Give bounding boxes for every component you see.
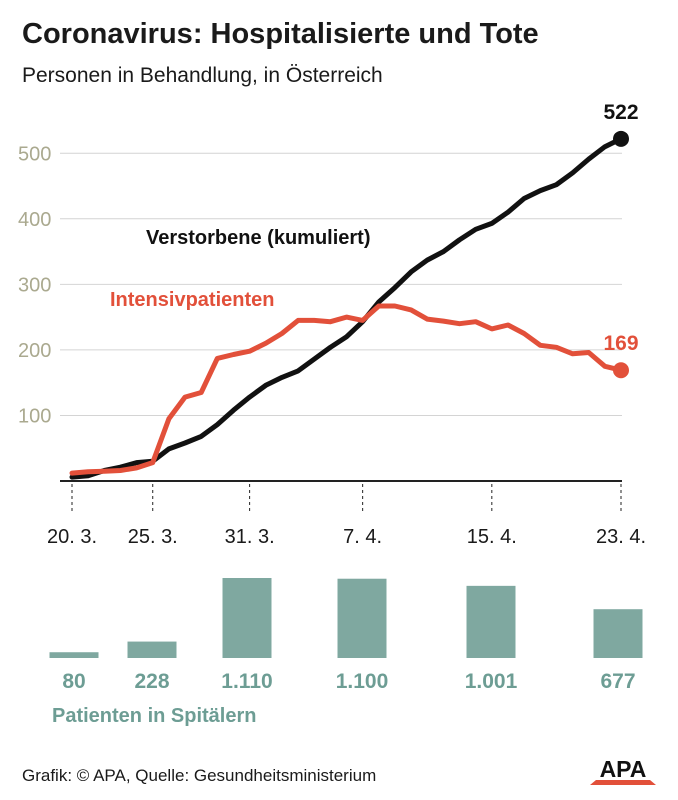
- hospital-bar-value-label: 228: [134, 670, 169, 693]
- x-tick-label: 31. 3.: [225, 526, 275, 548]
- chart-title: Coronavirus: Hospitalisierte und Tote: [22, 18, 539, 50]
- hospital-bar-value-label: 80: [62, 670, 85, 693]
- y-tick-label: 200: [18, 340, 51, 362]
- x-tick-label: 20. 3.: [47, 526, 97, 548]
- chart-subtitle: Personen in Behandlung, in Österreich: [22, 64, 383, 87]
- icu-series-label: Intensivpatienten: [110, 289, 274, 311]
- source-footer: Grafik: © APA, Quelle: Gesundheitsminist…: [22, 766, 377, 785]
- apa-logo: APA: [590, 756, 656, 785]
- hospital-bar-title: Patienten in Spitälern: [52, 705, 256, 727]
- x-tick-label: 25. 3.: [128, 526, 178, 548]
- y-tick-label: 500: [18, 143, 51, 165]
- y-tick-label: 100: [18, 405, 51, 427]
- deaths-series-label: Verstorbene (kumuliert): [146, 227, 371, 249]
- apa-logo-bar: [590, 780, 656, 785]
- icu-end-label: 169: [603, 332, 638, 355]
- x-tick-label: 7. 4.: [343, 526, 382, 548]
- y-tick-label: 400: [18, 209, 51, 231]
- deaths-line: [69, 136, 624, 480]
- apa-logo-text: APA: [600, 756, 647, 782]
- hospital-bar-value-label: 1.100: [336, 670, 389, 693]
- hospital-bar-value-label: 1.110: [221, 670, 272, 693]
- x-tick-label: 23. 4.: [596, 526, 646, 548]
- deaths-end-marker: [613, 130, 629, 147]
- hospital-bar: [127, 641, 177, 658]
- icu-line: [69, 303, 624, 476]
- hospital-bar: [222, 578, 272, 658]
- x-tick-label: 15. 4.: [467, 526, 517, 548]
- hospital-bar: [593, 609, 643, 658]
- hospital-bar: [49, 652, 99, 658]
- hospital-bar: [337, 578, 387, 658]
- hospital-bar-value-label: 1.001: [465, 670, 518, 693]
- y-tick-label: 300: [18, 274, 51, 296]
- icu-end-marker: [613, 362, 629, 379]
- hospital-bar-value-label: 677: [600, 670, 635, 693]
- deaths-end-label: 522: [603, 101, 638, 124]
- hospital-bar: [466, 585, 516, 658]
